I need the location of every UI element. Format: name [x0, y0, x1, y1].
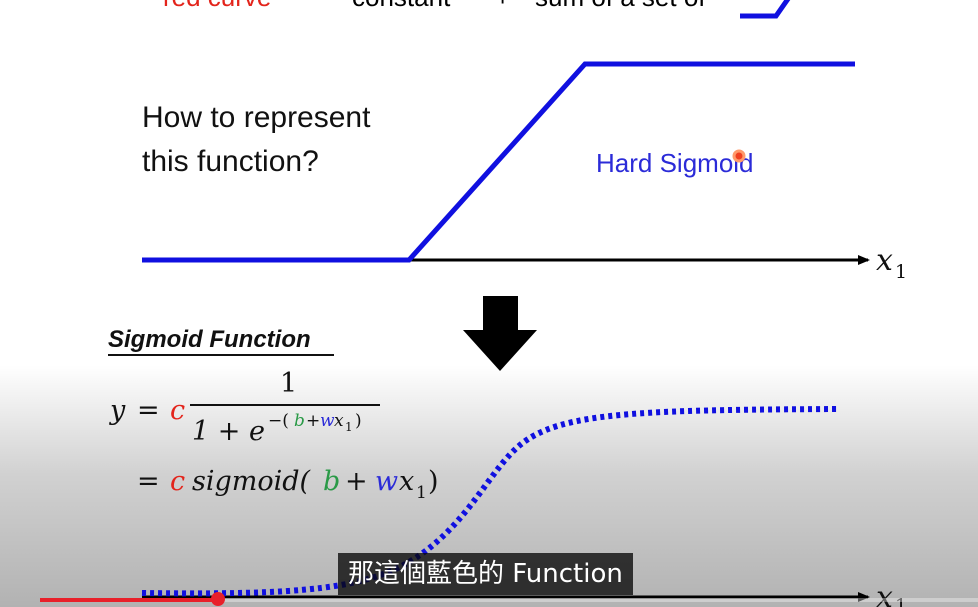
formula2-eq: =: [137, 466, 160, 497]
formula2-plus: +: [345, 466, 368, 497]
top-mini-hard-sigmoid: [740, 0, 791, 19]
formula-exp-plus: +: [306, 411, 320, 431]
formula2-b: b: [323, 466, 340, 497]
formula2-fn: sigmoid(: [192, 466, 312, 497]
down-arrow-icon: [463, 296, 537, 371]
x-axis-bottom-label-sub: 1: [895, 595, 907, 607]
formula-numerator: 1: [280, 368, 297, 399]
hard-sigmoid-label: Hard Sigmoid: [596, 148, 754, 178]
formula-exp-x: x: [334, 411, 344, 431]
top-plus-text: +: [495, 0, 510, 12]
formula-exp-w: w: [320, 411, 335, 431]
formula2-x: x: [399, 466, 414, 497]
laser-pointer-dot: [732, 149, 746, 163]
formula-eq: =: [137, 395, 160, 426]
video-progress-fill: [40, 598, 218, 602]
formula-exp-b: b: [294, 411, 305, 431]
top-constant-text: constant: [352, 0, 451, 12]
video-progress-track[interactable]: [40, 598, 978, 602]
hard-sigmoid-curve: [142, 61, 855, 263]
x-axis-top-label-sub: 1: [895, 261, 907, 283]
formula-exp-minus: −(: [268, 411, 289, 431]
formula-exponent: −( b + w x 1 ): [268, 411, 362, 434]
formula-line-1: y = c 1 1 + e: [109, 368, 380, 447]
sigmoid-heading: Sigmoid Function: [108, 326, 311, 353]
top-red-curve-text: red curve: [163, 0, 271, 12]
formula-line-2: = c sigmoid( b + w x 1 ): [137, 466, 439, 503]
formula2-sub: 1: [416, 483, 427, 503]
video-progress-knob[interactable]: [211, 592, 225, 606]
formula-exp-sub: 1: [345, 420, 353, 434]
formula-exp-close: ): [355, 411, 362, 431]
top-sum-text: sum of a set of: [535, 0, 706, 12]
formula2-close: ): [428, 466, 439, 497]
x-axis-top-label: x: [876, 243, 893, 278]
formula-denominator-base: 1 + e: [192, 416, 265, 447]
subtitle-caption: 那這個藍色的 Function: [338, 553, 633, 595]
formula-y: y: [109, 395, 126, 426]
question-line-2: this function?: [142, 145, 319, 178]
formula2-w: w: [375, 466, 398, 497]
formula2-c: c: [170, 466, 185, 497]
x-axis-bottom-label: x: [876, 580, 893, 607]
formula-c: c: [170, 395, 185, 426]
sigmoid-dotted-curve: [141, 406, 839, 597]
question-line-1: How to represent: [142, 101, 371, 134]
